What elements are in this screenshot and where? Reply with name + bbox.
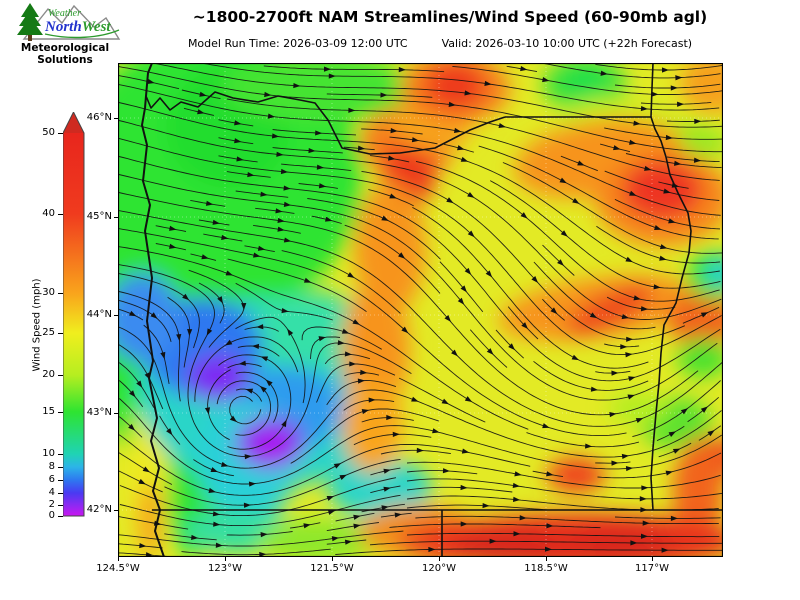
colorbar-tick-mark bbox=[58, 214, 63, 215]
lat-tick-label: 44°N bbox=[86, 309, 112, 320]
lon-tick-mark bbox=[439, 557, 440, 561]
logo-tagline-line2: Solutions bbox=[37, 54, 93, 67]
colorbar-tick-mark bbox=[58, 133, 63, 134]
map-frame bbox=[118, 63, 723, 557]
colorbar-tick-label: 40 bbox=[42, 208, 55, 219]
lon-tick-label: 124.5°W bbox=[96, 563, 140, 574]
logo-weather-text: Weather bbox=[48, 8, 81, 19]
colorbar-gradient bbox=[63, 133, 84, 516]
model-run-time: Model Run Time: 2026-03-09 12:00 UTC bbox=[187, 37, 408, 50]
colorbar-tick-label: 0 bbox=[48, 510, 55, 521]
wind-speed-field bbox=[118, 63, 723, 557]
colorbar bbox=[63, 112, 85, 517]
lon-tick-mark bbox=[118, 557, 119, 561]
state-borders bbox=[141, 63, 723, 557]
colorbar-tick-label: 2 bbox=[48, 499, 55, 510]
colorbar-tick-mark bbox=[58, 293, 63, 294]
lat-tick-mark bbox=[114, 217, 118, 218]
colorbar-tick-label: 50 bbox=[42, 127, 55, 138]
logo-tagline: Meteorological Solutions bbox=[6, 42, 124, 66]
colorbar-tick-mark bbox=[58, 516, 63, 517]
logo-underline-swash bbox=[44, 29, 120, 39]
lon-tick-mark bbox=[332, 557, 333, 561]
colorbar-tick-label: 25 bbox=[42, 327, 55, 338]
pine-tree-icon bbox=[17, 3, 43, 41]
logo-tagline-line1: Meteorological bbox=[20, 42, 110, 54]
border-wa_id bbox=[650, 63, 654, 118]
colorbar-tick-mark bbox=[58, 467, 63, 468]
mountain-icon bbox=[22, 4, 121, 40]
colorbar-outline bbox=[63, 112, 85, 517]
colorbar-tick-label: 10 bbox=[42, 448, 55, 459]
colorbar-tick-label: 4 bbox=[48, 487, 55, 498]
border-columbia bbox=[145, 91, 506, 155]
streamline-wind-map bbox=[118, 63, 723, 557]
lat-tick-mark bbox=[114, 413, 118, 414]
lon-tick-label: 120°W bbox=[422, 563, 456, 574]
colorbar-tick-mark bbox=[58, 480, 63, 481]
colorbar-extend-arrow bbox=[63, 112, 84, 133]
lon-tick-mark bbox=[652, 557, 653, 561]
lon-tick-label: 118.5°W bbox=[524, 563, 568, 574]
colorbar-tick-mark bbox=[58, 505, 63, 506]
lon-tick-label: 121.5°W bbox=[310, 563, 354, 574]
lat-tick-label: 46°N bbox=[86, 112, 112, 123]
colorbar-tick-mark bbox=[58, 454, 63, 455]
valid-time: Valid: 2026-03-10 10:00 UTC (+22h Foreca… bbox=[441, 37, 693, 50]
lat-tick-mark bbox=[114, 118, 118, 119]
lat-tick-mark bbox=[114, 315, 118, 316]
colorbar-tick-mark bbox=[58, 333, 63, 334]
lat-tick-label: 43°N bbox=[86, 407, 112, 418]
colorbar-tick-label: 30 bbox=[42, 287, 55, 298]
border-snake bbox=[650, 116, 692, 511]
lat-tick-label: 45°N bbox=[86, 211, 112, 222]
colorbar-tick-mark bbox=[58, 412, 63, 413]
logo-northwest-text: NorthWest bbox=[44, 19, 111, 35]
border-coast bbox=[141, 63, 165, 557]
streamlines bbox=[118, 63, 723, 557]
weather-northwest-logo: Weather NorthWest bbox=[17, 3, 121, 41]
colorbar-tick-label: 8 bbox=[48, 461, 55, 472]
colorbar-tick-mark bbox=[58, 375, 63, 376]
colorbar-tick-label: 15 bbox=[42, 406, 55, 417]
lon-tick-label: 123°W bbox=[208, 563, 242, 574]
lon-tick-mark bbox=[225, 557, 226, 561]
lon-tick-label: 117°W bbox=[635, 563, 669, 574]
lat-tick-mark bbox=[114, 510, 118, 511]
colorbar-tick-mark bbox=[58, 493, 63, 494]
lon-tick-mark bbox=[546, 557, 547, 561]
page-title: ~1800-2700ft NAM Streamlines/Wind Speed … bbox=[192, 8, 708, 26]
colorbar-tick-label: 20 bbox=[42, 369, 55, 380]
lat-tick-label: 42°N bbox=[86, 504, 112, 515]
colorbar-tick-label: 6 bbox=[48, 474, 55, 485]
subtitle: Model Run Time: 2026-03-09 12:00 UTC Val… bbox=[100, 37, 780, 50]
